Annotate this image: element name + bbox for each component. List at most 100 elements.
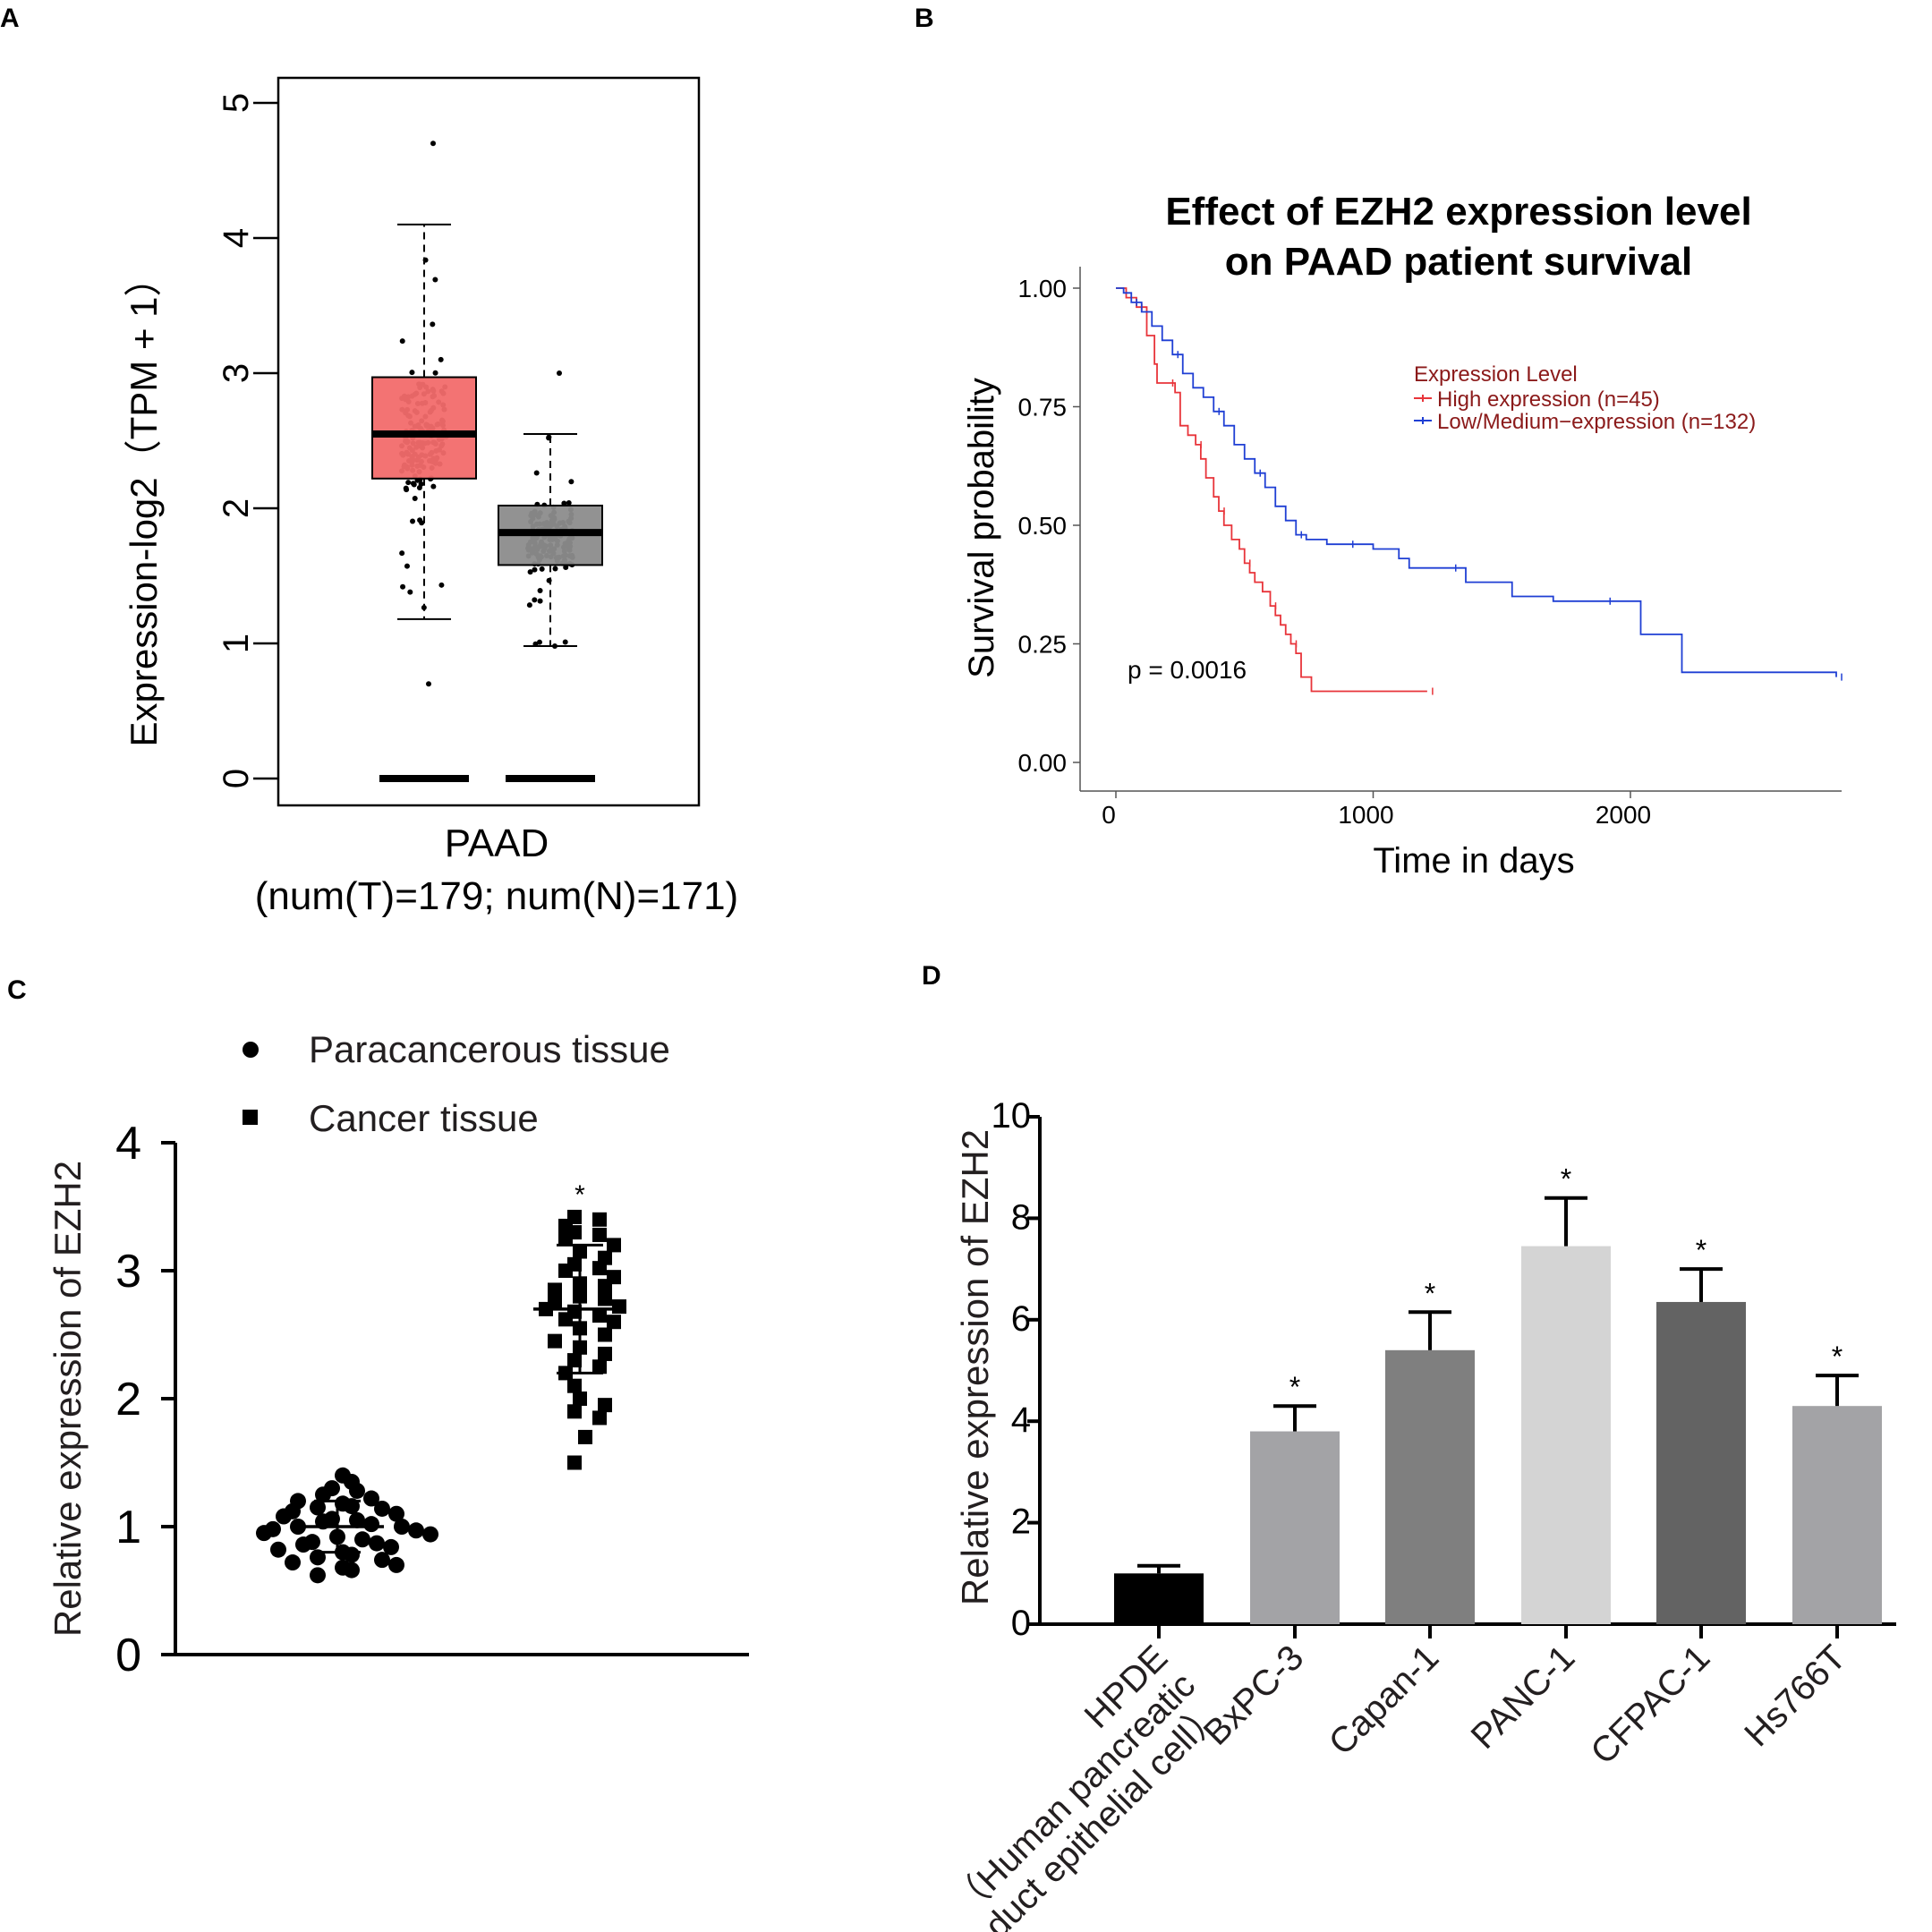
panel-c-point-cancer [573, 1392, 587, 1406]
panel-d-significance: * [1832, 1340, 1843, 1373]
panel-d-ytick-label: 4 [1011, 1400, 1031, 1440]
panel-a-point [410, 518, 416, 524]
panel-a-point [532, 597, 538, 603]
panel-b-ytick-label: 0.75 [1018, 394, 1068, 421]
panel-c-point-paracancerous [310, 1567, 326, 1584]
panel-c-ytick-label: 0 [115, 1630, 141, 1681]
panel-b-legend-high: High expression (n=45) [1437, 387, 1660, 412]
panel-a-point-outlier [557, 370, 562, 376]
panel-d-ytick-label: 2 [1011, 1502, 1031, 1542]
panel-c-point-cancer [558, 1312, 573, 1327]
panel-c-point-paracancerous [408, 1522, 424, 1539]
panel-d-ylabel: Relative expression of EZH2 [954, 1129, 996, 1605]
panel-a-boxplot: 0 1 2 3 4 5 Expression-log2（TPM + 1） PAAD (nu… [123, 76, 738, 918]
panel-a-point [407, 589, 413, 595]
panel-a-box [371, 376, 477, 480]
panel-c-point-paracancerous [310, 1499, 326, 1516]
panel-d-ytick-label: 8 [1011, 1197, 1031, 1237]
panel-d-bar [1656, 1301, 1746, 1624]
panel-b-ylabel: Survival probability [962, 378, 1001, 678]
panel-c-point-cancer [567, 1378, 582, 1393]
panel-c-point-cancer [558, 1264, 573, 1278]
panel-c-point-cancer [592, 1227, 607, 1242]
panel-c-point-cancer [598, 1327, 612, 1342]
panel-d-category-label: Capan-1 [1322, 1638, 1447, 1763]
panel-a-point [417, 517, 423, 523]
panel-c-point-paracancerous [344, 1546, 360, 1563]
panel-c-point-paracancerous [422, 1526, 438, 1543]
panel-c-point-paracancerous [344, 1473, 360, 1490]
panel-label-b: B [915, 4, 934, 33]
panel-a-xlabel: PAAD [445, 821, 549, 865]
panel-a-y-ticks: 0 1 2 3 4 5 [217, 93, 278, 788]
panel-a-point [430, 321, 436, 328]
panel-a-boxes [371, 223, 603, 648]
panel-a-point [411, 481, 417, 488]
panel-d-category-label: Hs766T [1737, 1638, 1853, 1754]
panel-c-errorbars [291, 1243, 626, 1554]
panel-d-significance: * [1289, 1371, 1300, 1403]
panel-a-point [399, 550, 405, 557]
panel-c-point-cancer [592, 1308, 607, 1323]
panel-c-legend-paracancerous: Paracancerous tissue [309, 1028, 670, 1070]
panel-a-point [403, 485, 409, 491]
panel-c-point-cancer [567, 1404, 582, 1419]
panel-c-ytick-label: 1 [115, 1502, 141, 1553]
panel-a-point [409, 370, 415, 376]
panel-c-point-cancer [598, 1346, 612, 1361]
panel-a-ytick-label: 1 [217, 634, 256, 653]
panel-d-bar [1250, 1431, 1340, 1624]
panel-c-point-cancer [548, 1333, 562, 1349]
panel-c-point-paracancerous [388, 1556, 404, 1573]
panel-a-point [432, 277, 438, 283]
panel-a-zero-band [506, 775, 595, 782]
panel-d-category-label: CFPAC-1 [1583, 1638, 1717, 1772]
panel-c-point-paracancerous [270, 1541, 286, 1558]
panel-a-point [566, 499, 572, 506]
panel-c-points [256, 1209, 626, 1584]
panel-d-significance: * [1561, 1163, 1571, 1196]
panel-a-frame [277, 76, 701, 807]
panel-c-legend-circle [243, 1042, 259, 1058]
panel-a-ytick-label: 5 [217, 93, 256, 113]
panel-a-point [539, 566, 545, 572]
panel-c-legend-cancer: Cancer tissue [309, 1097, 539, 1139]
panel-d-ytick-label: 10 [992, 1096, 1032, 1136]
panel-a-point [568, 479, 574, 485]
panel-c-point-paracancerous [369, 1535, 385, 1552]
panel-b-ytick-label: 0.00 [1018, 749, 1068, 777]
panel-c-point-paracancerous [285, 1554, 301, 1571]
panel-c-significance: * [574, 1180, 585, 1210]
panel-a-point [432, 370, 438, 376]
panel-label-c: C [7, 975, 27, 1005]
panel-a-point [416, 484, 422, 490]
panel-d-ticks: 0 2 4 6 8 10 [992, 1096, 1040, 1643]
panel-c-point-paracancerous [374, 1552, 390, 1569]
panel-a-point-outlier [426, 681, 431, 687]
panel-d-category-label: BxPC-3 [1196, 1638, 1312, 1753]
panel-b-curves [1116, 287, 1843, 695]
panel-c-point-cancer [607, 1315, 621, 1330]
panel-c-point-cancer [567, 1353, 582, 1368]
panel-a-point [532, 566, 538, 573]
panel-a-point [537, 598, 543, 604]
panel-c-point-paracancerous [363, 1516, 379, 1533]
panel-a-ytick-label: 3 [217, 363, 256, 383]
panel-b-title-line2: on PAAD patient survival [1225, 240, 1692, 284]
panel-b-pvalue: p = 0.0016 [1128, 656, 1247, 684]
panel-b-xlabel: Time in days [1373, 841, 1574, 881]
panel-c-scatter: Paracancerous tissue Cancer tissue 0 1 2 3 4… [47, 1028, 749, 1681]
panel-c-point-paracancerous [363, 1490, 379, 1507]
panel-label-d: D [922, 961, 941, 991]
panel-b-curve-high [1116, 287, 1427, 693]
panel-a-ytick-label: 2 [217, 498, 256, 518]
panel-c-ytick-label: 4 [115, 1118, 141, 1170]
panel-c-point-cancer [592, 1359, 607, 1375]
panel-c-point-paracancerous [383, 1538, 399, 1555]
panel-b-title-line1: Effect of EZH2 expression level [1165, 190, 1751, 234]
panel-c-point-cancer [598, 1398, 612, 1413]
panel-b-xtick-label: 0 [1102, 801, 1116, 829]
panel-c-point-paracancerous [388, 1505, 404, 1522]
